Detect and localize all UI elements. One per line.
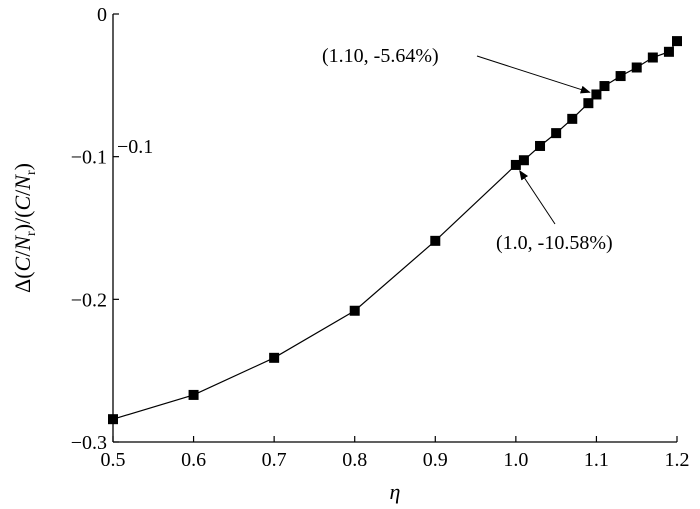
data-point: [535, 140, 546, 151]
y-tick-label: −0.1: [71, 147, 107, 169]
stray-label: −0.1: [117, 136, 153, 158]
annotation-label-1-10: (1.10, -5.64%): [322, 45, 439, 67]
data-point: [518, 155, 529, 166]
data-point: [108, 414, 118, 425]
y-tick-label: 0: [97, 4, 107, 26]
data-point: [349, 305, 360, 316]
y-axis-ticks: 0 −0.1 −0.2 −0.3: [71, 4, 119, 454]
data-point: [567, 113, 578, 124]
data-point: [599, 81, 610, 92]
annotation-label-1-0: (1.0, -10.58%): [496, 232, 613, 254]
x-tick-label: 0.7: [262, 449, 287, 471]
x-tick-label: 1.2: [665, 449, 690, 471]
x-axis-ticks: 0.5 0.6 0.7 0.8 0.9 1.0 1.1 1.2: [101, 436, 690, 471]
y-tick-label: −0.3: [71, 432, 107, 454]
x-tick-label: 0.5: [101, 449, 126, 471]
y-axis-title: Δ(C/Nr)/(C/Nr): [10, 163, 39, 293]
data-point: [510, 159, 521, 170]
data-point: [583, 98, 594, 109]
x-tick-label: 0.8: [342, 449, 367, 471]
x-tick-label: 1.0: [503, 449, 528, 471]
data-point: [188, 389, 199, 400]
x-tick-label: 0.6: [181, 449, 206, 471]
y-tick-label: −0.2: [71, 289, 107, 311]
x-axis-title: η: [390, 479, 401, 504]
annotation-arrow-1-10: [476, 55, 591, 94]
data-point: [672, 36, 682, 47]
x-tick-label: 0.9: [423, 449, 448, 471]
series-points: [108, 36, 682, 425]
data-point: [631, 62, 642, 73]
data-point: [551, 128, 562, 139]
data-point: [591, 89, 602, 100]
data-point: [663, 46, 674, 57]
data-point: [647, 52, 658, 63]
annotation-arrow-1-0: [519, 169, 556, 225]
data-point: [615, 71, 626, 82]
data-point: [269, 352, 280, 363]
x-tick-label: 1.1: [584, 449, 609, 471]
data-point: [430, 235, 441, 246]
